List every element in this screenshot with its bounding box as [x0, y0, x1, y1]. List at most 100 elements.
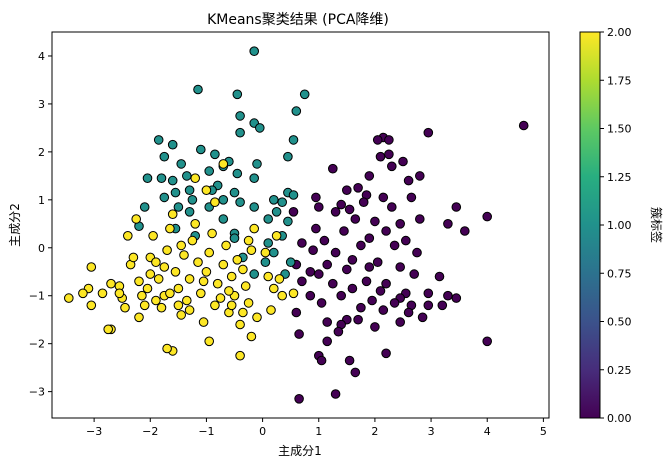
data-point-cluster-0	[311, 223, 321, 234]
data-point-cluster-1	[167, 139, 178, 150]
data-point-cluster-2	[232, 254, 243, 265]
data-point-cluster-1	[142, 173, 153, 183]
data-point-cluster-0	[330, 247, 341, 258]
data-point-cluster-1	[235, 127, 245, 138]
data-point-cluster-2	[153, 274, 164, 284]
data-point-cluster-2	[252, 312, 262, 323]
x-tick-label: 4	[484, 425, 491, 438]
data-point-cluster-2	[106, 278, 116, 289]
data-point-cluster-0	[415, 214, 425, 224]
y-axis-ticks: −3 −2 −1 0 1 2 3 4	[29, 50, 52, 399]
data-point-cluster-2	[238, 264, 248, 275]
data-point-cluster-0	[482, 336, 493, 347]
data-point-cluster-0	[378, 305, 389, 315]
data-point-cluster-2	[142, 283, 153, 294]
data-point-cluster-0	[370, 216, 380, 227]
data-point-cluster-0	[395, 317, 406, 327]
data-point-cluster-2	[86, 262, 97, 272]
data-point-cluster-0	[375, 151, 386, 162]
x-tick-label: −2	[142, 425, 158, 438]
data-point-cluster-0	[443, 290, 453, 301]
data-point-cluster-2	[162, 343, 172, 354]
data-point-cluster-0	[518, 120, 529, 131]
data-point-cluster-0	[378, 192, 389, 203]
data-point-cluster-2	[173, 283, 184, 294]
data-point-cluster-1	[254, 123, 265, 133]
data-point-cluster-0	[482, 211, 493, 222]
data-point-cluster-1	[176, 159, 186, 169]
data-point-cluster-1	[249, 202, 259, 212]
data-point-cluster-0	[381, 348, 391, 359]
data-point-cluster-2	[243, 298, 254, 308]
data-point-cluster-2	[212, 278, 223, 289]
data-point-cluster-0	[308, 245, 318, 255]
data-point-cluster-0	[367, 295, 377, 306]
data-point-cluster-2	[201, 267, 212, 277]
data-point-cluster-0	[347, 283, 358, 294]
data-point-cluster-2	[64, 293, 74, 303]
data-point-cluster-2	[198, 317, 209, 327]
data-point-cluster-0	[322, 259, 333, 270]
data-point-cluster-0	[384, 135, 394, 145]
data-point-cluster-2	[170, 267, 181, 277]
data-point-cluster-1	[182, 171, 192, 181]
data-point-cluster-1	[283, 151, 293, 162]
data-point-cluster-1	[232, 89, 243, 100]
x-axis-label: 主成分1	[278, 444, 322, 458]
data-point-cluster-0	[305, 267, 316, 277]
data-point-cluster-0	[339, 226, 349, 236]
data-point-cluster-2	[103, 324, 113, 335]
data-point-cluster-1	[249, 46, 259, 57]
data-point-cluster-0	[460, 226, 470, 236]
plot-area: −3 −2 −1 0 1 2 3 4 5 −3 −2 −1 0 1 2 3 4	[29, 31, 550, 438]
data-point-cluster-0	[294, 394, 304, 404]
data-point-cluster-1	[235, 111, 245, 121]
data-point-cluster-2	[167, 209, 178, 219]
colorbar-label: 簇标签	[649, 207, 664, 243]
data-point-cluster-0	[381, 278, 391, 289]
data-point-cluster-0	[364, 171, 375, 181]
data-point-cluster-0	[333, 326, 344, 337]
data-point-cluster-0	[381, 226, 391, 236]
data-point-cluster-0	[423, 300, 434, 311]
data-point-cluster-0	[437, 300, 448, 311]
data-point-cluster-2	[271, 231, 282, 241]
x-tick-label: 2	[371, 425, 378, 438]
y-tick-label: −1	[29, 290, 45, 303]
x-tick-label: −3	[86, 425, 102, 438]
x-tick-label: 0	[259, 425, 266, 438]
data-point-cluster-2	[210, 197, 220, 207]
data-point-cluster-2	[277, 290, 288, 301]
y-tick-label: 2	[38, 146, 45, 159]
data-point-cluster-1	[299, 89, 310, 100]
data-point-cluster-1	[260, 257, 271, 268]
data-point-cluster-1	[271, 207, 282, 217]
y-tick-label: −3	[29, 386, 45, 399]
data-point-cluster-2	[114, 288, 125, 299]
data-point-cluster-0	[434, 271, 445, 282]
data-point-cluster-0	[387, 161, 397, 172]
data-point-cluster-2	[134, 312, 144, 323]
data-point-cluster-0	[305, 290, 316, 301]
colorbar-tick-label: 0.25	[607, 364, 632, 377]
data-point-cluster-1	[252, 159, 262, 169]
data-point-cluster-0	[395, 262, 406, 272]
data-point-cluster-2	[182, 295, 192, 306]
colorbar-tick-label: 0.50	[607, 316, 632, 329]
data-point-cluster-1	[291, 106, 302, 116]
data-point-cluster-2	[184, 305, 195, 315]
data-point-cluster-2	[193, 257, 203, 268]
data-point-cluster-0	[372, 135, 383, 145]
plot-frame	[51, 31, 550, 419]
data-point-cluster-0	[417, 312, 428, 323]
data-point-cluster-0	[353, 183, 363, 193]
data-point-cluster-0	[336, 290, 347, 301]
data-point-cluster-0	[409, 269, 420, 279]
data-point-cluster-2	[246, 245, 257, 255]
data-point-cluster-2	[288, 288, 299, 299]
data-point-cluster-0	[314, 269, 324, 279]
data-point-cluster-1	[218, 214, 229, 224]
colorbar-tick-label: 1.75	[607, 74, 632, 87]
data-point-cluster-0	[375, 286, 386, 296]
data-point-cluster-2	[221, 240, 231, 251]
